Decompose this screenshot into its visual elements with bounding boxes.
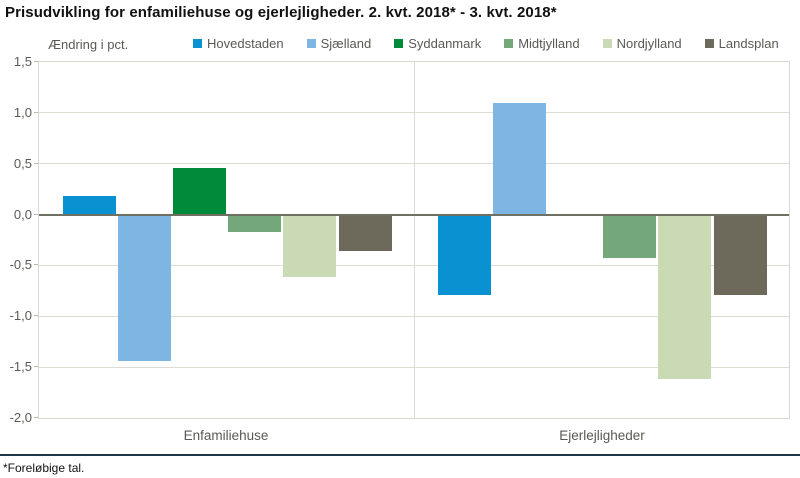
category-divider-line [414, 62, 415, 418]
bar-midtjylland-ejerlejligheder [603, 214, 657, 259]
zero-baseline [39, 213, 789, 216]
y-tick-mark--0-5 [34, 264, 38, 266]
y-tick-mark--1-0 [34, 315, 38, 317]
y-tick-label--1-0: -1,0 [9, 308, 32, 324]
legend-label-nordjylland: Nordjylland [616, 36, 682, 51]
legend-swatch-midtjylland [504, 39, 514, 48]
y-tick-label-0-0: 0,0 [13, 206, 32, 222]
legend-swatch-landsplan [704, 39, 714, 48]
legend-label-sj-lland: Sjælland [320, 36, 372, 51]
y-tick-mark-1-0 [34, 111, 38, 113]
y-tick-mark--1-5 [34, 366, 38, 368]
bar-sj-lland-ejerlejligheder [493, 102, 547, 215]
bar-landsplan-ejerlejligheder [713, 214, 767, 295]
y-tick-label--2-0: -2,0 [9, 410, 32, 425]
legend-item-sj-lland: Sjælland [306, 36, 372, 51]
legend-label-landsplan: Landsplan [718, 36, 779, 51]
y-tick-label--1-5: -1,5 [9, 359, 32, 375]
legend-swatch-nordjylland [602, 39, 612, 48]
y-tick-label-1-5: 1,5 [13, 54, 32, 69]
bar-sj-lland-enfamiliehuse [118, 214, 172, 362]
y-tick-mark-1-5 [34, 61, 38, 62]
y-tick-mark-0-0 [34, 213, 38, 215]
footnote: *Foreløbige tal. [3, 461, 85, 475]
bar-nordjylland-ejerlejligheder [658, 214, 712, 380]
legend-label-hovedstaden: Hovedstaden [207, 36, 284, 51]
y-tick-mark-0-5 [34, 162, 38, 164]
y-tick-mark--2-0 [34, 417, 38, 418]
legend-item-landsplan: Landsplan [704, 36, 779, 51]
bar-hovedstaden-enfamiliehuse [63, 196, 116, 215]
bar-syddanmark-enfamiliehuse [173, 167, 227, 215]
legend: Hovedstaden Sjælland Syddanmark Midtjylland… [193, 36, 779, 51]
y-tick-label--0-5: -0,5 [9, 257, 32, 273]
category-label-enfamiliehuse: Enfamiliehuse [183, 428, 269, 443]
bar-landsplan-enfamiliehuse [338, 214, 392, 252]
legend-item-hovedstaden: Hovedstaden [193, 36, 284, 51]
legend-swatch-syddanmark [394, 39, 404, 48]
y-tick-label-0-5: 0,5 [13, 155, 32, 171]
footnote-divider-line [0, 454, 800, 456]
y-axis: 1,5 1,0 0,5 0,0 -0,5 -1,0 -1,5 -2,0 [0, 55, 38, 425]
plot-area [38, 61, 790, 419]
legend-label-midtjylland: Midtjylland [518, 36, 580, 51]
y-axis-unit-label: Ændring i pct. [48, 37, 129, 52]
chart-title: Prisudvikling for enfamiliehuse og ejerl… [5, 4, 557, 21]
y-tick-label-1-0: 1,0 [13, 104, 32, 120]
legend-item-syddanmark: Syddanmark [394, 36, 481, 51]
category-label-ejerlejligheder: Ejerlejligheder [559, 428, 645, 443]
bar-nordjylland-enfamiliehuse [283, 214, 337, 277]
x-axis-category-labels: Enfamiliehuse Ejerlejligheder [38, 428, 790, 443]
legend-swatch-sj-lland [306, 39, 316, 48]
legend-swatch-hovedstaden [193, 39, 202, 48]
bar-hovedstaden-ejerlejligheder [438, 214, 491, 295]
bar-midtjylland-enfamiliehuse [228, 214, 282, 232]
legend-item-nordjylland: Nordjylland [602, 36, 682, 51]
legend-label-syddanmark: Syddanmark [408, 36, 482, 51]
legend-item-midtjylland: Midtjylland [504, 36, 580, 51]
